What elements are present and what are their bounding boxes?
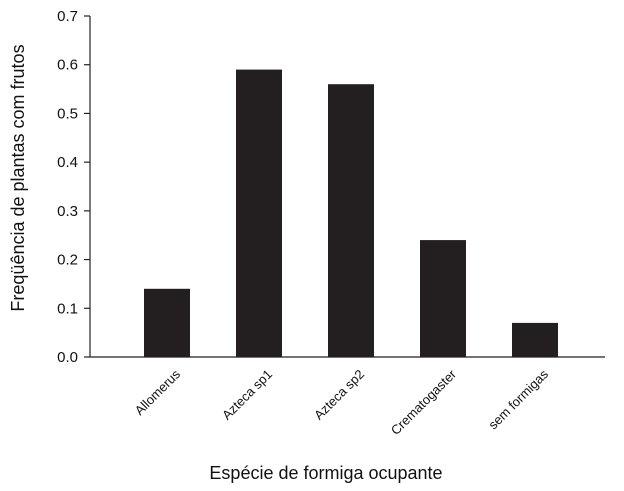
bars bbox=[144, 69, 558, 357]
y-axis: 0.0 0.1 0.2 0.3 0.4 0.5 0.6 0.7 bbox=[57, 8, 91, 366]
y-axis-title: Freqüência de plantas com frutos bbox=[8, 44, 28, 311]
y-tick-label: 0.0 bbox=[57, 349, 78, 366]
x-tick-label: Allomerus bbox=[132, 366, 184, 418]
y-tick-label: 0.1 bbox=[57, 300, 78, 317]
bar bbox=[420, 240, 466, 357]
x-tick-label: Azteca sp2 bbox=[311, 367, 367, 423]
x-tick-label: sem formigas bbox=[485, 366, 551, 432]
x-tick-labels: Allomerus Azteca sp1 Azteca sp2 Crematogast… bbox=[132, 366, 552, 438]
bar bbox=[512, 322, 558, 357]
y-tick-label: 0.5 bbox=[57, 105, 78, 122]
y-tick-label: 0.7 bbox=[57, 8, 78, 25]
y-tick-label: 0.3 bbox=[57, 203, 78, 220]
y-tick-label: 0.4 bbox=[57, 154, 78, 171]
x-tick-label: Azteca sp1 bbox=[219, 367, 275, 423]
bar bbox=[144, 288, 190, 357]
x-axis-title: Espécie de formiga ocupante bbox=[209, 463, 442, 483]
bar bbox=[236, 69, 282, 357]
bar bbox=[328, 84, 374, 357]
y-tick-label: 0.6 bbox=[57, 57, 78, 74]
y-tick-label: 0.2 bbox=[57, 252, 78, 269]
x-tick-label: Crematogaster bbox=[388, 366, 460, 438]
